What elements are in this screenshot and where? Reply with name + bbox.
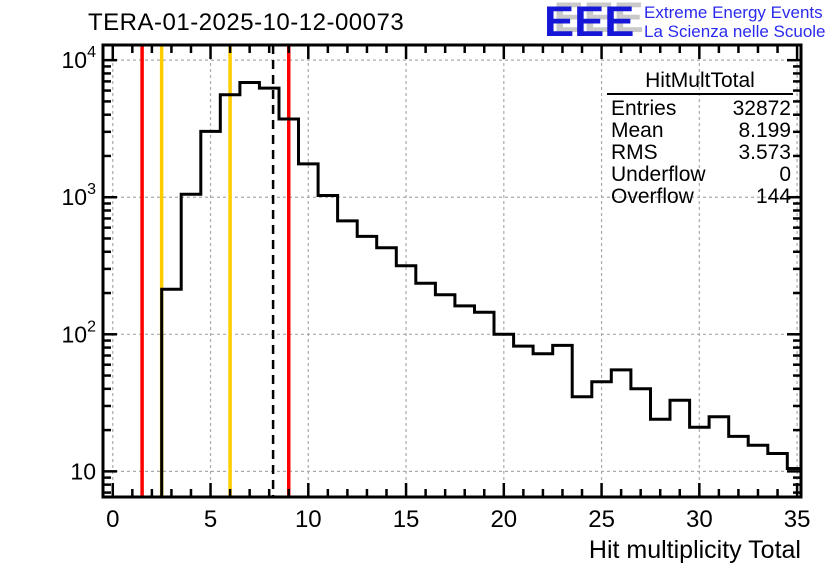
eee-logo-acronym: EEE bbox=[544, 0, 635, 46]
x-axis-title: Hit multiplicity Total bbox=[589, 536, 801, 564]
stats-row-value: 8.199 bbox=[738, 119, 791, 142]
stats-row-value: 0 bbox=[779, 163, 791, 186]
y-tick-label: 103 bbox=[62, 181, 97, 210]
x-tick-label: 15 bbox=[393, 506, 420, 533]
x-tick-label: 20 bbox=[490, 506, 517, 533]
x-axis-tick-labels: 0 5 10 15 20 25 30 35 bbox=[106, 506, 810, 533]
x-tick-label: 5 bbox=[204, 506, 217, 533]
stats-box: HitMultTotal Entries 32872 Mean 8.199 RMS 3.57… bbox=[607, 69, 793, 208]
eee-logo-line2: La Scienza nelle Scuole bbox=[644, 22, 826, 41]
stats-row-label: Overflow bbox=[611, 185, 695, 208]
plot-frame bbox=[101, 43, 803, 499]
marker-lines bbox=[140, 45, 291, 497]
stats-row-label: Entries bbox=[611, 97, 676, 120]
stats-title: HitMultTotal bbox=[645, 69, 755, 92]
y-tick-label: 102 bbox=[62, 318, 97, 347]
eee-logo-line1: Extreme Energy Events bbox=[644, 3, 823, 22]
x-tick-label: 30 bbox=[686, 506, 713, 533]
stats-row-label: Mean bbox=[611, 119, 664, 142]
x-axis-title: Hit multiplicity Total bbox=[589, 536, 801, 564]
stats-row-label: RMS bbox=[611, 141, 658, 164]
x-tick-label: 35 bbox=[784, 506, 811, 533]
eee-logo: EEE Extreme Energy Events La Scienza nel… bbox=[544, 0, 826, 46]
page-title: TERA-01-2025-10-12-00073 bbox=[88, 9, 405, 36]
stats-row-value: 3.573 bbox=[738, 141, 791, 164]
axis-ticks bbox=[103, 45, 801, 497]
eee-logo-text: Extreme Energy Events La Scienza nelle S… bbox=[644, 3, 825, 41]
x-tick-label: 25 bbox=[588, 506, 615, 533]
x-tick-label: 0 bbox=[106, 506, 119, 533]
y-tick-label: 104 bbox=[62, 44, 97, 73]
stats-row-value: 144 bbox=[756, 185, 791, 208]
y-axis-tick-labels: 10 102 103 104 bbox=[62, 44, 97, 484]
stats-row-value: 32872 bbox=[733, 97, 791, 120]
x-tick-label: 10 bbox=[295, 506, 322, 533]
y-tick-label: 10 bbox=[70, 458, 96, 484]
stats-row-label: Underflow bbox=[611, 163, 706, 186]
histogram-step-line bbox=[160, 81, 801, 497]
histogram bbox=[160, 81, 801, 497]
grid-lines bbox=[103, 45, 801, 497]
